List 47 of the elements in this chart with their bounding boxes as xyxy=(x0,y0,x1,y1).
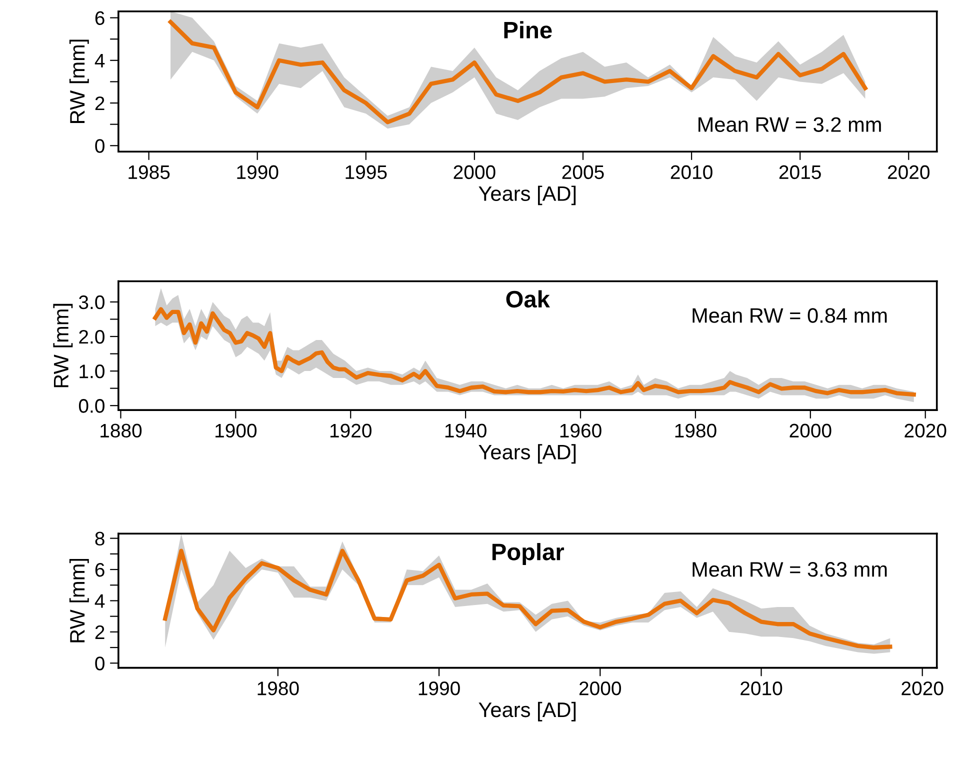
x-tick-label: 1900 xyxy=(216,424,257,438)
y-tick-label: 2 xyxy=(95,96,104,110)
x-tick-label: 1920 xyxy=(330,424,372,438)
y-axis-title: RW [mm] xyxy=(69,40,89,123)
x-tick-label: 2010 xyxy=(670,165,712,180)
x-tick-label: 2010 xyxy=(740,682,782,696)
x-tick-label: 1960 xyxy=(560,424,602,438)
x-tick-label: 1990 xyxy=(418,682,460,696)
x-tick-label: 2020 xyxy=(888,165,930,180)
chart-title: Pine xyxy=(504,21,552,39)
y-axis-title: RW [mm] xyxy=(69,558,89,642)
y-tick-label: 4 xyxy=(94,594,105,608)
chart-title: Poplar xyxy=(492,543,564,566)
x-tick-label: 2000 xyxy=(579,682,622,696)
x-tick-label: 1990 xyxy=(237,165,278,180)
annotation: Mean RW = 3.2 mm xyxy=(698,117,881,132)
x-tick-label: 1980 xyxy=(258,682,299,696)
x-axis-title: Years [AD] xyxy=(478,702,576,722)
annotation: Mean RW = 3.63 mm xyxy=(692,562,887,577)
x-tick-label: 2000 xyxy=(790,424,832,438)
y-tick-label: 0 xyxy=(95,139,104,153)
y-tick-label: 6 xyxy=(95,562,104,577)
x-tick-label: 1980 xyxy=(675,424,716,438)
x-tick-label: 2020 xyxy=(904,424,946,438)
x-tick-label: 2000 xyxy=(454,165,496,180)
chart-title: Oak xyxy=(506,290,550,308)
y-tick-label: 3.0 xyxy=(78,295,104,310)
y-tick-label: 0.0 xyxy=(78,399,104,413)
y-tick-label: 2 xyxy=(95,625,104,639)
x-tick-label: 1995 xyxy=(346,165,387,180)
x-tick-label: 1940 xyxy=(445,424,486,438)
y-tick-label: 0 xyxy=(95,656,104,670)
x-axis-title: Years [AD] xyxy=(478,186,576,206)
x-axis-title: Years [AD] xyxy=(478,444,576,464)
x-tick-label: 1985 xyxy=(128,165,170,180)
x-tick-label: 2005 xyxy=(562,165,604,180)
y-axis-title: RW [mm] xyxy=(53,304,73,388)
y-tick-label: 8 xyxy=(95,532,104,546)
line-series xyxy=(153,307,916,397)
x-tick-label: 1880 xyxy=(100,424,142,438)
y-tick-label: 2.0 xyxy=(79,330,104,344)
y-tick-label: 4 xyxy=(94,54,105,68)
x-tick-label: 2020 xyxy=(902,682,944,696)
annotation: Mean RW = 0.84 mm xyxy=(692,308,887,323)
y-tick-label: 1.0 xyxy=(80,364,104,378)
x-tick-label: 2015 xyxy=(779,165,821,180)
y-tick-label: 6 xyxy=(95,11,104,25)
